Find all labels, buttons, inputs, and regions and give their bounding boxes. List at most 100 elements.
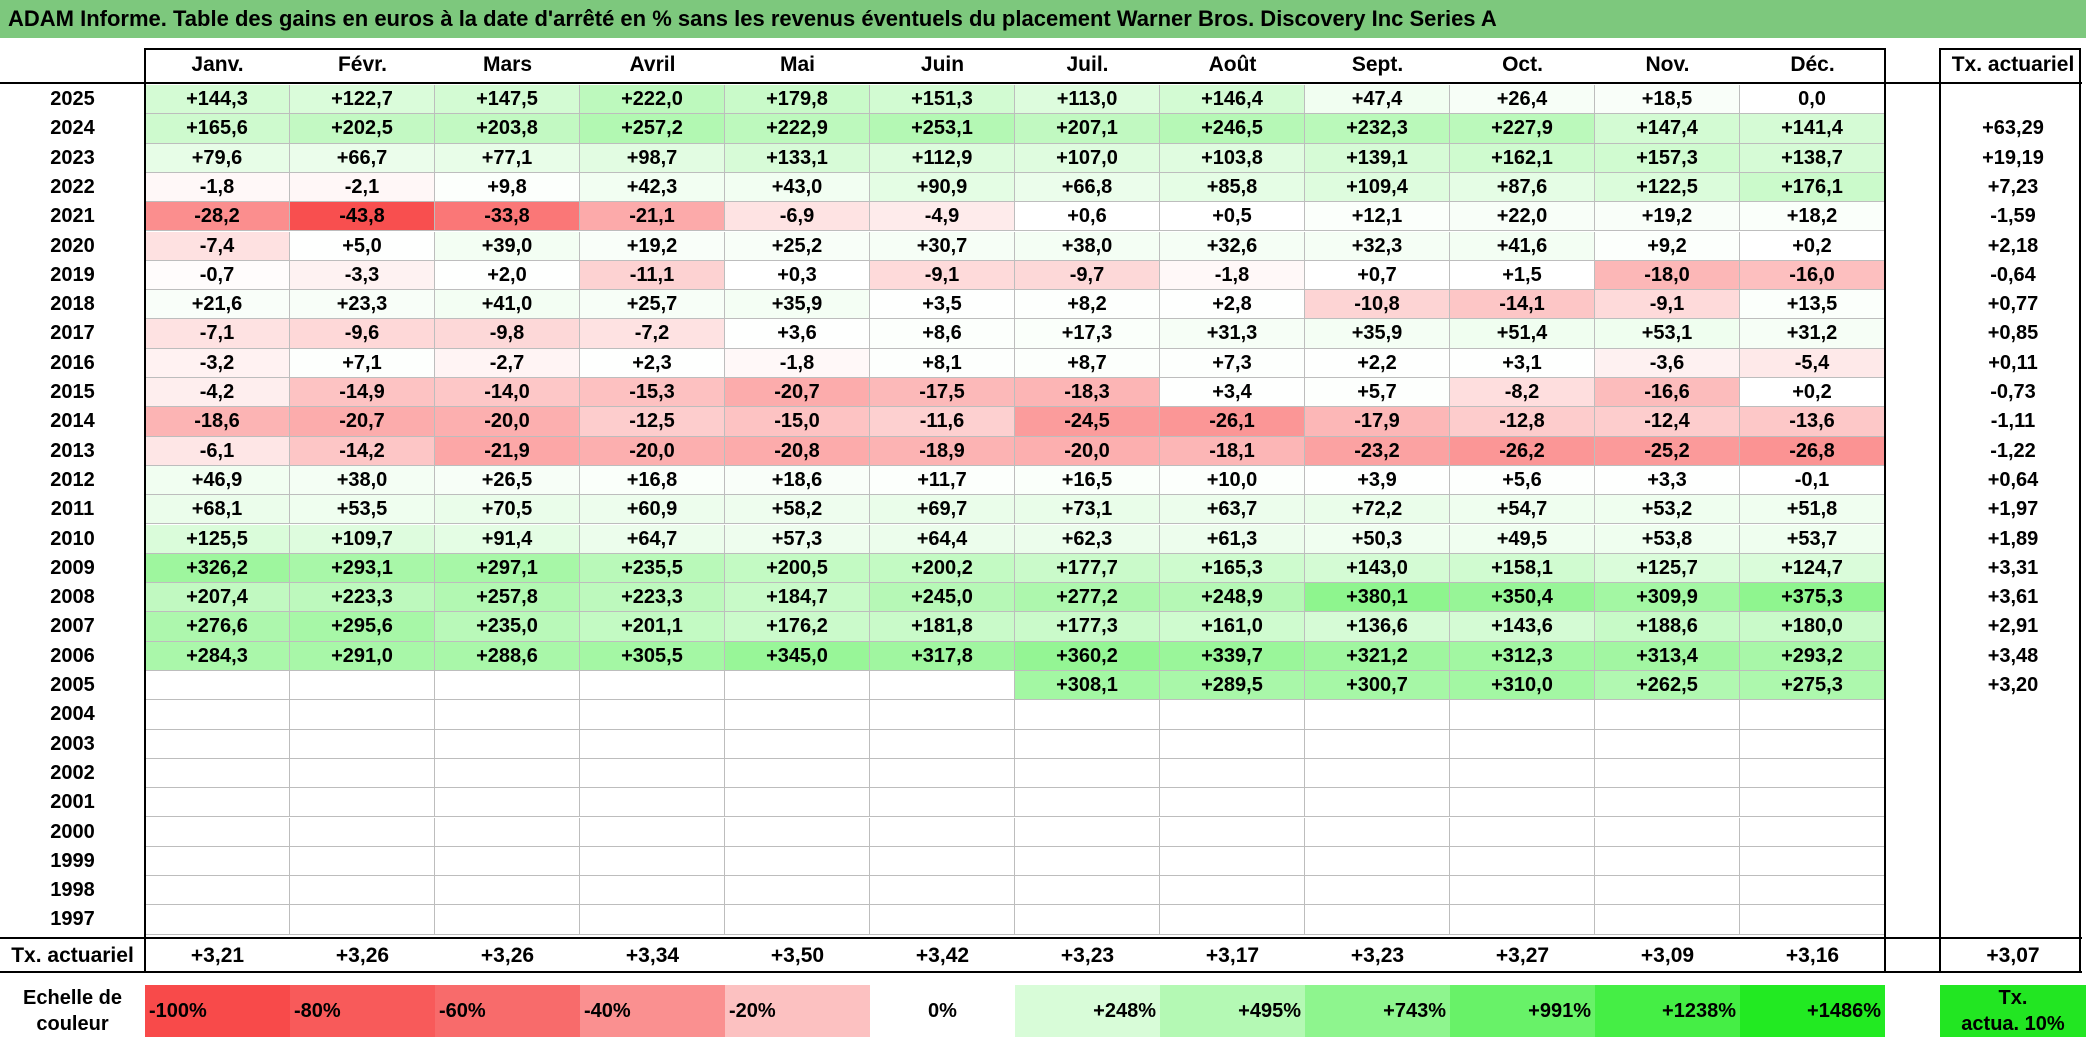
table-cell: -12,8 xyxy=(1450,407,1595,437)
table-cell: +64,4 xyxy=(870,524,1015,554)
legend-title: Echelle de couleur xyxy=(0,985,145,1037)
year-label: 2014 xyxy=(50,410,95,433)
table-cell: +66,7 xyxy=(290,143,435,173)
legend-swatch: +1486% xyxy=(1740,984,1885,1037)
month-header: Juil. xyxy=(1066,53,1109,76)
table-cell: +3,6 xyxy=(725,319,870,349)
year-label: 2004 xyxy=(50,703,95,726)
table-cell: +87,6 xyxy=(1450,172,1595,203)
table-cell xyxy=(290,817,435,847)
month-header: Déc. xyxy=(1790,53,1835,76)
table-cell xyxy=(580,729,725,759)
year-label: 2005 xyxy=(50,674,95,696)
table-cell: -20,7 xyxy=(725,378,870,408)
table-cell: -26,1 xyxy=(1160,407,1305,437)
month-header: Juin xyxy=(920,53,965,76)
table-cell xyxy=(1160,729,1305,759)
table-cell xyxy=(1160,876,1305,906)
table-cell: -9,7 xyxy=(1015,260,1160,291)
report-title: ADAM Informe. Table des gains en euros à… xyxy=(0,0,2086,38)
table-cell xyxy=(145,876,290,906)
rate-cell: +3,61 xyxy=(1987,586,2039,609)
table-cell xyxy=(1450,729,1595,759)
table-cell: +2,8 xyxy=(1160,290,1305,320)
table-cell: +0,3 xyxy=(725,260,870,291)
table-cell: +8,2 xyxy=(1015,290,1160,320)
table-cell: +98,7 xyxy=(580,143,725,173)
table-cell xyxy=(580,876,725,906)
table-cell: +144,3 xyxy=(145,85,290,115)
table-cell: +61,3 xyxy=(1160,524,1305,554)
table-cell xyxy=(145,788,290,818)
table-cell: +113,0 xyxy=(1015,85,1160,115)
table-cell: +235,0 xyxy=(435,612,580,642)
table-cell: +107,0 xyxy=(1015,143,1160,173)
table-cell: +57,3 xyxy=(725,524,870,554)
table-cell: -4,2 xyxy=(145,378,290,408)
table-cell xyxy=(725,876,870,906)
legend-title-line1: Echelle de xyxy=(23,986,122,1009)
table-cell: +122,7 xyxy=(290,85,435,115)
table-cell: +207,1 xyxy=(1015,114,1160,144)
header-divider xyxy=(0,82,2082,84)
table-cell: -26,2 xyxy=(1450,436,1595,466)
table-cell: +41,6 xyxy=(1450,231,1595,261)
year-label: 2008 xyxy=(50,586,95,609)
table-cell: +62,3 xyxy=(1015,524,1160,554)
table-cell: -5,4 xyxy=(1740,348,1885,378)
rate-cell: +0,64 xyxy=(1987,468,2039,491)
table-cell: +201,1 xyxy=(580,612,725,642)
table-cell: -6,9 xyxy=(725,202,870,232)
legend-rate-line2: actua. 10% xyxy=(1961,1012,2065,1035)
footer-rate-cell: +3,50 xyxy=(770,943,825,967)
table-cell xyxy=(1450,758,1595,789)
table-cell: +305,5 xyxy=(580,641,725,671)
table-cell: -17,5 xyxy=(870,378,1015,408)
table-cell: +54,7 xyxy=(1450,495,1595,525)
month-header: Nov. xyxy=(1645,53,1690,76)
rate-cell xyxy=(1940,730,2086,759)
table-cell: +293,1 xyxy=(290,553,435,584)
table-cell: +222,0 xyxy=(580,85,725,115)
table-cell: +32,6 xyxy=(1160,231,1305,261)
table-cell: +38,0 xyxy=(1015,231,1160,261)
table-cell: -18,6 xyxy=(145,407,290,437)
table-cell: +326,2 xyxy=(145,553,290,584)
table-cell xyxy=(1160,788,1305,818)
table-cell xyxy=(1015,876,1160,906)
table-cell: +30,7 xyxy=(870,231,1015,261)
table-cell: +2,0 xyxy=(435,260,580,291)
table-cell: +23,3 xyxy=(290,290,435,320)
table-cell: -17,9 xyxy=(1305,407,1450,437)
table-cell xyxy=(1305,758,1450,789)
table-cell: +41,0 xyxy=(435,290,580,320)
table-cell: +42,3 xyxy=(580,172,725,203)
table-cell xyxy=(290,788,435,818)
table-cell xyxy=(1595,817,1740,847)
table-cell: +284,3 xyxy=(145,641,290,671)
month-header: Oct. xyxy=(1502,53,1543,76)
table-cell: +257,8 xyxy=(435,583,580,613)
legend-swatch: 0% xyxy=(870,984,1015,1037)
table-cell xyxy=(1595,846,1740,877)
table-cell xyxy=(1450,788,1595,818)
table-cell xyxy=(1740,817,1885,847)
table-cell xyxy=(435,671,580,701)
table-cell: +9,2 xyxy=(1595,231,1740,261)
table-cell: +297,1 xyxy=(435,553,580,584)
table-cell xyxy=(580,788,725,818)
rate-cell: +3,31 xyxy=(1987,556,2039,579)
table-cell: -23,2 xyxy=(1305,436,1450,466)
table-cell: -28,2 xyxy=(145,202,290,232)
rate-cell: +0,11 xyxy=(1988,351,2038,374)
rate-header: Tx. actuariel xyxy=(1951,53,2075,76)
rate-cell: +1,89 xyxy=(1987,527,2039,550)
table-cell: +64,7 xyxy=(580,524,725,554)
table-cell: +72,2 xyxy=(1305,495,1450,525)
year-label: 2021 xyxy=(50,205,95,228)
table-cell: -1,8 xyxy=(1160,260,1305,291)
table-cell xyxy=(1160,817,1305,847)
table-cell: +18,6 xyxy=(725,465,870,496)
year-label: 2017 xyxy=(50,322,95,345)
table-cell xyxy=(1015,817,1160,847)
